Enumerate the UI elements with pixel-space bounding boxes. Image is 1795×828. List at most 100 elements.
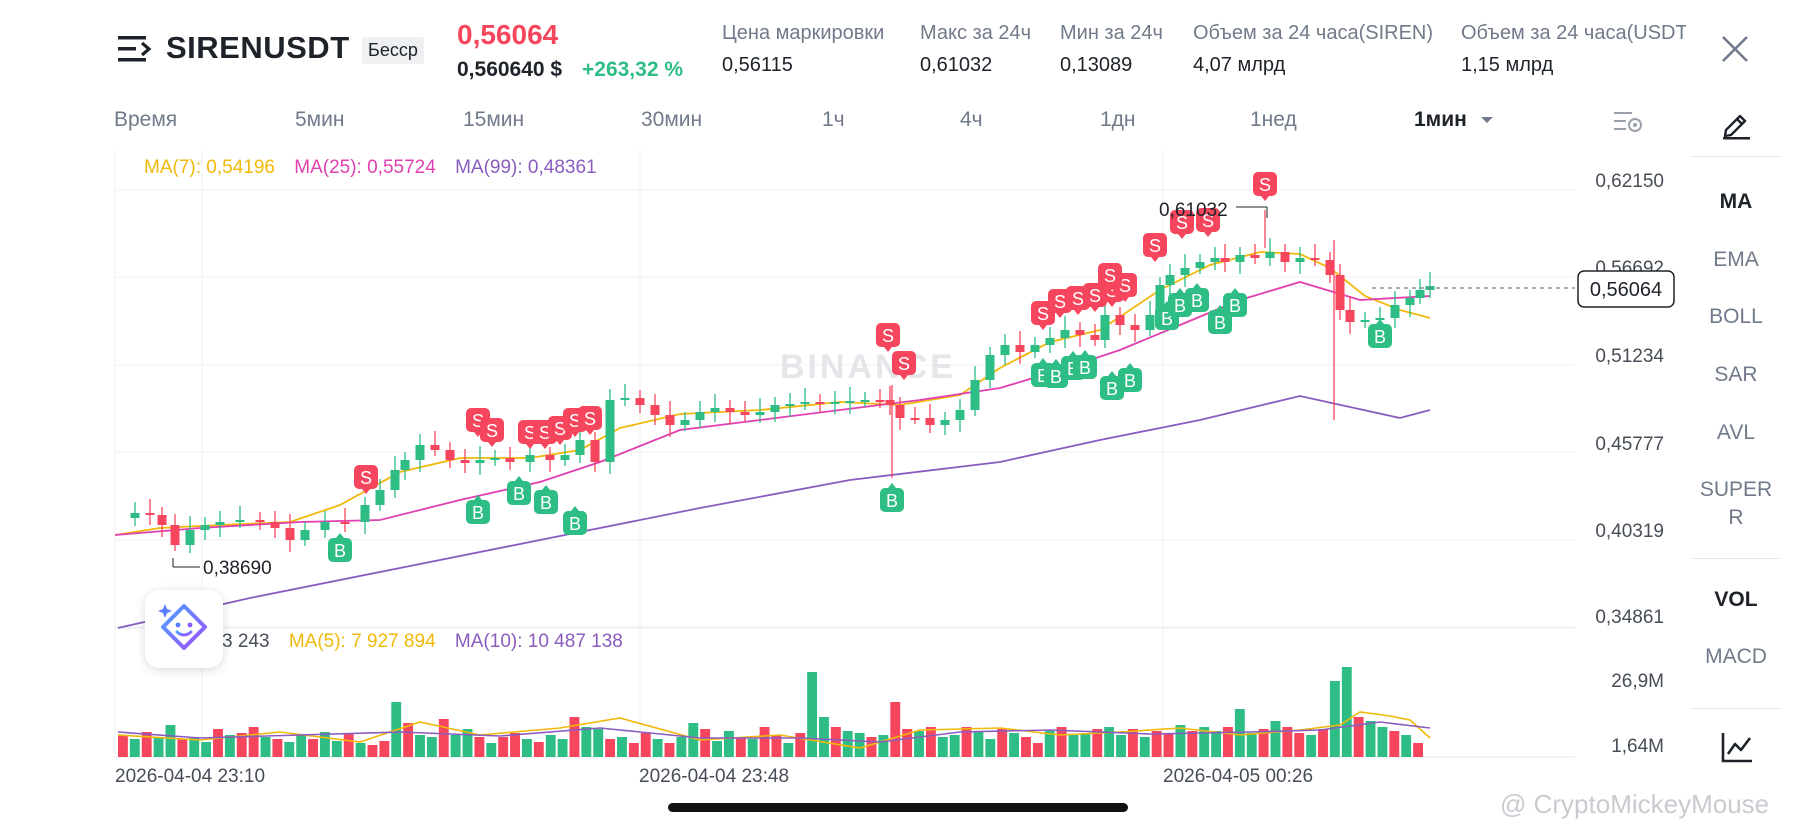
indicator-ma[interactable]: MA: [1719, 190, 1753, 213]
candle-body: [1130, 325, 1140, 330]
chart-settings-icon[interactable]: [1612, 108, 1644, 136]
candle-body: [1045, 338, 1055, 345]
date-label: 2026-04-05 00:26: [1163, 766, 1313, 787]
marker-pointer: [542, 485, 550, 490]
candles: [130, 210, 1435, 553]
marker-pointer: [1204, 232, 1212, 237]
volume-bar: [165, 725, 176, 757]
marker-box: [876, 323, 900, 347]
close-icon[interactable]: [1720, 34, 1750, 64]
volume-bar: [854, 733, 865, 757]
date-label: 2026-04-04 23:10: [115, 766, 265, 787]
sell-marker: S: [1143, 233, 1167, 262]
volume-bar: [1104, 727, 1115, 757]
tab-1h[interactable]: 1ч: [822, 108, 845, 131]
pencil-icon[interactable]: [1720, 108, 1752, 140]
current-price-tag-box[interactable]: [1577, 270, 1675, 308]
indicator-ema[interactable]: EMA: [1713, 248, 1759, 271]
buy-marker: B: [328, 533, 352, 562]
buy-marker: B: [1073, 350, 1097, 379]
marker-label: B: [513, 484, 525, 504]
marker-box: [534, 490, 558, 514]
buy-marker: B: [1223, 288, 1247, 317]
candle-body: [490, 458, 500, 460]
indicator-avl[interactable]: AVL: [1716, 421, 1756, 444]
marker-box: [892, 351, 916, 375]
volume-bar: [664, 743, 675, 757]
chart-type-icon[interactable]: [1720, 730, 1754, 764]
volume-bar: [1223, 727, 1233, 757]
candle-body: [635, 398, 645, 405]
candle-body: [1345, 310, 1355, 322]
volume-bar: [510, 733, 520, 757]
marker-box: [1253, 172, 1277, 196]
tab-1d[interactable]: 1дн: [1100, 108, 1136, 131]
tab-30min[interactable]: 30мин: [641, 108, 703, 131]
marker-label: B: [886, 491, 898, 511]
ma25-legend: MA(25): 0,55724: [294, 157, 436, 178]
candle-body: [340, 522, 350, 524]
price-axis-label: 0,34861: [1595, 607, 1664, 628]
volume-bar: [248, 727, 259, 757]
tab-4h[interactable]: 4ч: [960, 108, 983, 131]
volume-bar: [1139, 737, 1150, 757]
candle-body: [400, 460, 410, 470]
panel-divider: [1692, 708, 1780, 709]
marker-label: S: [1176, 213, 1188, 233]
indicator-super[interactable]: SUPER R: [1692, 476, 1780, 532]
volume-bar: [1246, 733, 1257, 757]
candle-body: [1210, 258, 1220, 262]
last-price: 0,56064: [457, 19, 559, 50]
indicator-sar[interactable]: SAR: [1714, 363, 1758, 386]
volume-bar: [236, 733, 247, 757]
candle-body: [430, 445, 440, 450]
candle-body: [1090, 335, 1100, 340]
home-indicator-bar[interactable]: [668, 803, 1128, 812]
volume-bar: [961, 727, 972, 757]
volume-bar: [1413, 743, 1423, 757]
candle-body: [740, 412, 750, 415]
volume-bar: [1009, 733, 1020, 757]
volume-bar: [676, 737, 687, 757]
indicator-macd[interactable]: MACD: [1705, 645, 1767, 668]
volume-bar: [1282, 727, 1293, 757]
volume-bar: [914, 731, 924, 757]
volume-bar: [997, 729, 1008, 757]
volume-bar: [1068, 735, 1079, 757]
volume-bar: [1163, 733, 1174, 757]
indicator-boll[interactable]: BOLL: [1709, 305, 1763, 328]
marker-label: S: [1104, 266, 1116, 286]
volume-bar: [1127, 729, 1138, 757]
candle-body: [1165, 275, 1175, 285]
panel-divider: [1692, 156, 1780, 157]
candle-body: [860, 400, 870, 402]
volume-bar: [1021, 737, 1031, 757]
candle-body: [885, 400, 895, 405]
candle-body: [1235, 255, 1245, 262]
trade-markers: BBBBBBBBBBBBBBBBBBSSSSSSSSSSSSSSSSSSSSS: [328, 172, 1392, 562]
ma99-line: [117, 395, 1431, 629]
volume-bar: [807, 672, 818, 757]
high-price-marker: 0,61032: [1159, 200, 1228, 221]
candle-body: [460, 460, 470, 463]
volume-bar: [712, 741, 722, 757]
indicator-vol[interactable]: VOL: [1714, 588, 1758, 611]
ma7-line: [114, 251, 1431, 536]
tab-1w[interactable]: 1нед: [1250, 108, 1297, 131]
tab-1min-dropdown[interactable]: 1мин: [1414, 108, 1495, 132]
stat-24h-volume-usdt: Объем за 24 часа(USDT) 1,15 млрд: [1461, 22, 1686, 77]
volume-bar: [450, 735, 461, 757]
stat-24h-low: Мин за 24ч 0,13089: [1060, 22, 1163, 77]
volume-bar: [1044, 731, 1055, 757]
price-axis-label: 0,62150: [1595, 171, 1664, 192]
symbol-title[interactable]: SIRENUSDT: [166, 30, 350, 65]
volume-bar: [1258, 729, 1269, 757]
candlestick-chart[interactable]: BINANCE BBBBBBBBBBBBBBBBBBSSSSSSSSSSSSSS…: [0, 0, 1692, 800]
candle-body: [985, 355, 995, 380]
usd-price: 0,560640 $: [457, 58, 563, 81]
header: SIRENUSDT Бесср 0,56064 0,560640 $ +263,…: [0, 0, 1795, 100]
tab-5min[interactable]: 5мин: [295, 108, 345, 131]
ai-assistant-button[interactable]: [145, 590, 223, 668]
menu-icon[interactable]: [118, 34, 154, 64]
tab-15min[interactable]: 15мин: [463, 108, 525, 131]
